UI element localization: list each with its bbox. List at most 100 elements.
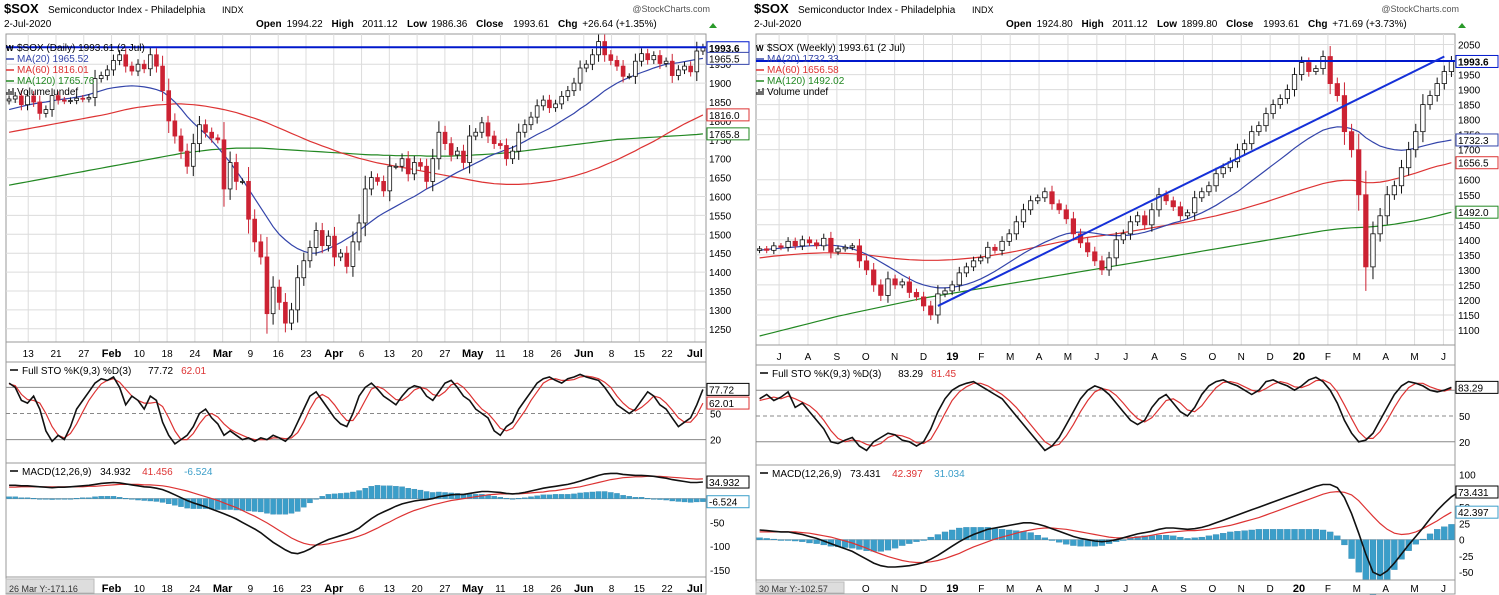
macd-histogram-bar: [344, 492, 350, 499]
candle-up: [821, 237, 827, 247]
candle-up: [1213, 173, 1219, 187]
candle-down: [233, 162, 239, 182]
macd-histogram-bar: [1284, 529, 1291, 540]
macd-histogram-bar: [763, 538, 770, 540]
date-tick-label: 11: [495, 349, 506, 360]
candle-down: [669, 60, 675, 76]
macd-histogram-bar: [116, 497, 123, 499]
ohlc-chg-label: Chg: [558, 19, 577, 30]
macd-histogram-bar: [1391, 539, 1398, 570]
macd-histogram-bar: [1055, 539, 1063, 543]
candle-down: [913, 292, 920, 298]
candle-up: [479, 122, 485, 133]
macd-histogram-bar: [1170, 535, 1177, 540]
macd-histogram-bar: [669, 498, 675, 502]
candle-up: [1406, 149, 1412, 169]
date-tick-label: 22: [662, 349, 674, 360]
legend-entry: MA(60) 1816.01: [17, 65, 89, 76]
macd-histogram-bar: [1191, 537, 1198, 540]
footer-date-label: M: [1064, 584, 1072, 595]
ohlc-high-label: High: [332, 19, 354, 30]
candle-up: [227, 162, 233, 190]
candle-down: [1334, 83, 1340, 96]
macd-histogram-bar: [319, 496, 325, 499]
legend-entry: MA(60) 1656.58: [767, 65, 839, 76]
date-tick-label: 27: [439, 349, 451, 360]
candle-up: [583, 63, 589, 69]
candle-down: [19, 95, 24, 106]
macd-tag-box: [706, 495, 750, 509]
candle-down: [172, 120, 178, 137]
footer-date-label: D: [1267, 584, 1274, 595]
macd-histogram-bar: [528, 496, 534, 499]
crosshair-readout-box: [755, 581, 845, 594]
candle-down: [1056, 203, 1062, 211]
macd-histogram-bar: [276, 498, 282, 515]
macd-histogram-bar: [393, 486, 399, 499]
macd-histogram-bar: [956, 527, 963, 540]
candle-up: [190, 143, 196, 167]
candle-up: [356, 222, 362, 243]
macd-histogram-bar: [663, 498, 669, 501]
candle-down: [892, 278, 898, 286]
legend-entry: $SOX (Daily) 1993.61 (2 Jul): [17, 43, 145, 54]
macd-histogram-bar: [153, 498, 160, 502]
price-tick-label: 1850: [709, 98, 732, 109]
candle-up: [326, 235, 331, 247]
candle-up: [1434, 83, 1440, 96]
macd-histogram-bar: [1098, 539, 1106, 546]
ohlc-low-label: Low: [1157, 19, 1177, 30]
macd-histogram-bar: [141, 498, 147, 501]
candle-up: [1035, 197, 1041, 202]
macd-histogram-bar: [6, 496, 12, 499]
date-tick-label: 18: [162, 349, 174, 360]
price-tick-label: 1150: [1458, 311, 1480, 322]
macd-histogram-bar: [601, 491, 608, 499]
macd-histogram-bar: [1148, 535, 1156, 540]
price-tag-box: [706, 51, 750, 65]
price-tick-label: 1900: [709, 79, 732, 90]
macd-histogram-bar: [1341, 539, 1348, 546]
macd-histogram-bar: [546, 494, 553, 499]
macd-histogram-bar: [387, 485, 393, 499]
candle-up: [799, 239, 805, 247]
price-plot-area: [5, 33, 707, 343]
candle-down: [344, 252, 350, 267]
price-tag-box: [1455, 156, 1499, 170]
macd-histogram-bar: [301, 498, 307, 508]
date-tick-label: D: [1267, 352, 1274, 363]
stochastic-tag-label: 62.01: [709, 399, 734, 410]
stochastic-plot-area: [755, 364, 1456, 466]
macd-value: 73.431: [850, 469, 881, 480]
price-tag-box: [1455, 133, 1499, 147]
candle-up: [1013, 221, 1019, 235]
symbol-title: $SOX: [4, 1, 39, 16]
candle-up: [1391, 185, 1397, 196]
legend-volume-icon: [756, 88, 764, 95]
macd-histogram-bar: [129, 498, 135, 500]
macd-histogram-bar: [165, 498, 172, 504]
macd-histogram-bar: [270, 498, 276, 515]
footer-date-label: 27: [439, 584, 451, 595]
ma60-line: [8, 103, 704, 185]
candlestick-series: [6, 34, 706, 334]
macd-label: MACD(12,26,9): [772, 469, 841, 480]
macd-histogram-bar: [675, 498, 682, 502]
candle-down: [154, 54, 159, 67]
footer-date-label: F: [1325, 584, 1331, 595]
candle-up: [756, 248, 763, 251]
macd-histogram-bar: [941, 531, 949, 540]
candle-up: [553, 103, 558, 109]
stochastic-tick-label: 50: [710, 410, 722, 421]
macd-histogram-bar: [73, 497, 80, 500]
date-tick-label: 20: [1293, 351, 1305, 363]
macd-histogram: [6, 485, 706, 515]
ohlc-low: 1899.80: [1181, 19, 1218, 30]
candle-up: [694, 50, 700, 73]
stochastic-tag-label: 83.29: [1458, 383, 1483, 394]
date-tick-label: F: [1325, 352, 1331, 363]
macd-histogram-bar: [770, 538, 777, 541]
candle-up: [676, 69, 681, 76]
date-tick-label: 18: [523, 349, 535, 360]
macd-histogram-bar: [534, 495, 540, 499]
